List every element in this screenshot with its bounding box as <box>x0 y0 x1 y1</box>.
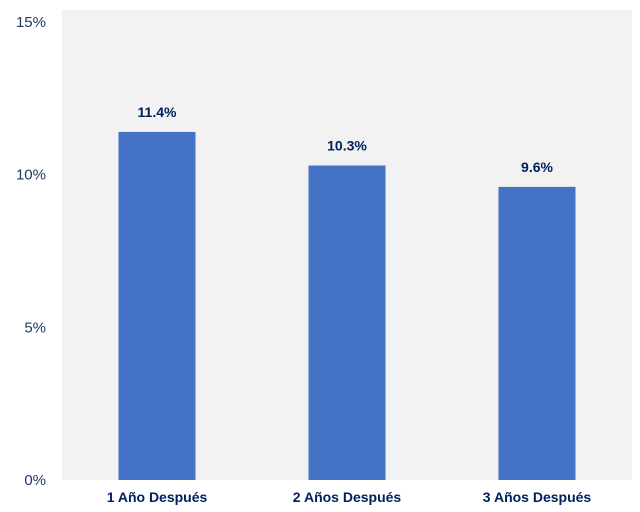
data-label: 10.3% <box>327 138 367 154</box>
data-label: 11.4% <box>138 104 177 120</box>
y-tick-label: 15% <box>16 14 46 31</box>
x-tick-label: 2 Años Después <box>293 489 402 505</box>
y-tick-label: 0% <box>24 472 46 489</box>
y-tick-label: 5% <box>24 319 46 336</box>
y-axis: 0% 5% 10% 15% <box>16 14 46 489</box>
bar <box>118 131 196 481</box>
y-tick-label: 10% <box>16 167 46 184</box>
bar <box>308 165 386 481</box>
x-tick-label: 3 Años Después <box>483 489 592 505</box>
x-axis: 1 Año Después 2 Años Después 3 Años Despué… <box>107 489 592 505</box>
data-label: 9.6% <box>521 159 553 175</box>
bars-layer <box>118 131 576 481</box>
x-tick-label: 1 Año Después <box>107 489 208 505</box>
data-labels-layer: 11.4% 10.3% 9.6% <box>138 104 554 175</box>
bar <box>498 186 576 480</box>
